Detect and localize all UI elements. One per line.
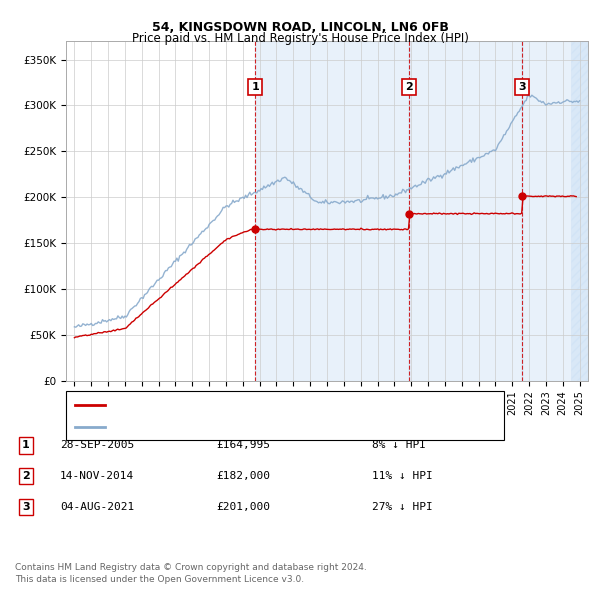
Text: £182,000: £182,000 — [216, 471, 270, 481]
Text: 54, KINGSDOWN ROAD, LINCOLN, LN6 0FB (detached house): 54, KINGSDOWN ROAD, LINCOLN, LN6 0FB (de… — [111, 399, 428, 409]
Text: 1: 1 — [22, 441, 29, 450]
Text: Price paid vs. HM Land Registry's House Price Index (HPI): Price paid vs. HM Land Registry's House … — [131, 32, 469, 45]
Text: Contains HM Land Registry data © Crown copyright and database right 2024.: Contains HM Land Registry data © Crown c… — [15, 563, 367, 572]
Text: 3: 3 — [22, 502, 29, 512]
Text: 14-NOV-2014: 14-NOV-2014 — [60, 471, 134, 481]
Text: HPI: Average price, detached house, Lincoln: HPI: Average price, detached house, Linc… — [111, 422, 341, 432]
Text: 27% ↓ HPI: 27% ↓ HPI — [372, 502, 433, 512]
Text: 04-AUG-2021: 04-AUG-2021 — [60, 502, 134, 512]
Bar — [256, 41, 409, 381]
Text: £201,000: £201,000 — [216, 502, 270, 512]
Text: 28-SEP-2005: 28-SEP-2005 — [60, 441, 134, 450]
Text: £164,995: £164,995 — [216, 441, 270, 450]
Text: 3: 3 — [518, 82, 526, 92]
Text: 2: 2 — [22, 471, 29, 481]
Text: 11% ↓ HPI: 11% ↓ HPI — [372, 471, 433, 481]
Text: 8% ↓ HPI: 8% ↓ HPI — [372, 441, 426, 450]
Text: 54, KINGSDOWN ROAD, LINCOLN, LN6 0FB: 54, KINGSDOWN ROAD, LINCOLN, LN6 0FB — [152, 21, 448, 34]
Bar — [571, 41, 588, 381]
Text: 1: 1 — [251, 82, 259, 92]
Text: This data is licensed under the Open Government Licence v3.0.: This data is licensed under the Open Gov… — [15, 575, 304, 584]
Bar — [522, 41, 588, 381]
Bar — [409, 41, 522, 381]
Text: 2: 2 — [405, 82, 413, 92]
